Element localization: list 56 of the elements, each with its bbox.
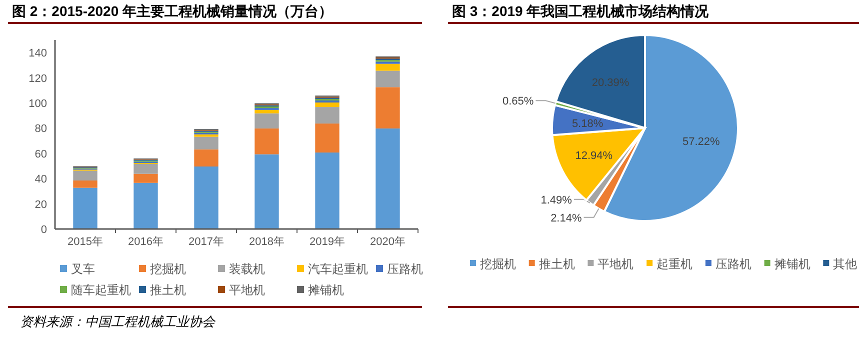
data-label: 12.94% [575, 150, 613, 162]
legend-item: 装载机 [218, 262, 265, 276]
y-tick-label: 140 [28, 48, 47, 60]
data-label: 5.18% [572, 118, 604, 130]
legend-label: 平地机 [229, 283, 265, 297]
x-tick-label: 2015年 [68, 236, 103, 248]
x-tick-label: 2019年 [310, 236, 345, 248]
legend-item: 平地机 [588, 257, 634, 271]
legend-label: 叉车 [71, 262, 95, 276]
legend-item: 其他 [823, 257, 858, 271]
legend-item: 起重机 [646, 257, 693, 271]
legend-item: 压路机 [705, 257, 752, 271]
legend-label: 推土机 [150, 283, 186, 297]
legend-item: 叉车 [60, 262, 95, 276]
y-tick-label: 100 [28, 98, 47, 110]
legend-label: 随车起重机 [71, 283, 131, 297]
y-tick-label: 20 [34, 198, 47, 211]
data-label: 2.14% [550, 212, 582, 224]
x-tick-label: 2020年 [370, 236, 406, 248]
legend-label: 装载机 [229, 262, 265, 276]
legend-label: 摊铺机 [774, 257, 810, 271]
y-tick-label: 40 [34, 174, 47, 186]
legend-label: 汽车起重机 [308, 262, 368, 276]
legend-label: 挖掘机 [150, 262, 186, 276]
legend-item: 随车起重机 [60, 283, 131, 297]
legend-label: 平地机 [598, 257, 634, 271]
legend-item: 挖掘机 [139, 262, 186, 276]
legend-item: 推土机 [139, 283, 186, 297]
y-tick-label: 0 [40, 224, 47, 236]
y-tick-label: 60 [34, 148, 47, 160]
x-tick-label: 2016年 [128, 236, 164, 248]
legend-label: 起重机 [656, 257, 693, 271]
x-tick-label: 2017年 [188, 236, 224, 248]
legend-label: 挖掘机 [480, 257, 516, 271]
legend-label: 压路机 [715, 257, 752, 271]
data-label: 57.22% [682, 136, 720, 148]
legend-label: 推土机 [538, 257, 575, 271]
legend-label: 摊铺机 [308, 283, 344, 297]
legend-item: 汽车起重机 [297, 262, 368, 276]
data-label: 20.39% [592, 76, 630, 89]
data-label: 1.49% [540, 194, 572, 206]
legend-label: 其他 [833, 257, 858, 271]
legend-item: 摊铺机 [764, 257, 810, 271]
data-label: 0.65% [502, 96, 534, 108]
legend-label: 压路机 [387, 262, 423, 276]
legend-item: 摊铺机 [297, 283, 344, 297]
chart-title: 图 2：2015-2020 年主要工程机械销量情况（万台） [12, 3, 333, 19]
legend-item: 推土机 [528, 257, 575, 271]
legend-item: 平地机 [218, 283, 265, 297]
chart-title: 图 3：2019 年我国工程机械市场结构情况 [452, 3, 710, 19]
legend-item: 压路机 [376, 262, 423, 276]
y-tick-label: 80 [34, 123, 47, 136]
x-tick-label: 2018年 [249, 236, 284, 248]
legend-item: 挖掘机 [470, 257, 516, 271]
text: 资料来源：中国工程机械工业协会 [20, 314, 216, 329]
y-tick-label: 120 [28, 72, 47, 85]
